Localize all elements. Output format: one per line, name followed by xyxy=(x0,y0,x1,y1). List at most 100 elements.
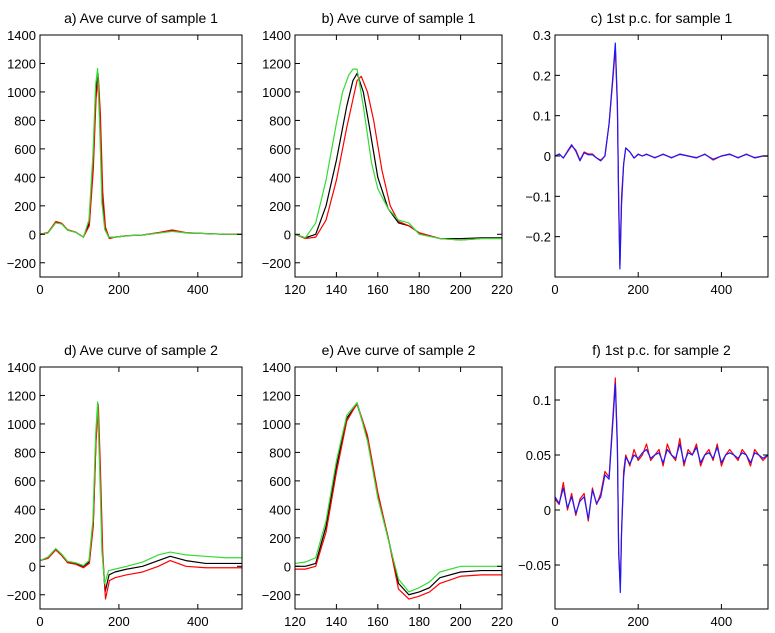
panel-b: 120 140 160 180 200 220 −200 0 200 400 600 800 1000 1… xyxy=(262,10,513,297)
y-tick-label: −200 xyxy=(7,256,36,271)
panel-title: f) 1st p.c. for sample 2 xyxy=(592,342,731,358)
y-tick-label: −200 xyxy=(7,588,36,603)
x-tick-label: 0 xyxy=(551,282,558,297)
x-tick-label: 120 xyxy=(284,614,306,629)
y-tick-label: 0.3 xyxy=(533,28,551,43)
y-tick-label: 1000 xyxy=(7,85,36,100)
y-tick-label: 800 xyxy=(269,445,291,460)
y-tick-label: 800 xyxy=(14,445,36,460)
y-tick-label: 1000 xyxy=(262,85,291,100)
y-tick-label: −0.1 xyxy=(525,189,551,204)
y-tick-label: 1400 xyxy=(262,360,291,375)
y-tick-label: 0 xyxy=(29,559,36,574)
axes-box xyxy=(554,366,769,610)
panel-e: 120 140 160 180 200 220 −200 0 200 400 600 800 1000 1… xyxy=(262,342,513,629)
x-tick-label: 200 xyxy=(450,614,472,629)
x-tick-label: 220 xyxy=(491,282,513,297)
x-tick-label: 400 xyxy=(711,282,733,297)
axes-box xyxy=(39,366,243,610)
y-tick-label: 400 xyxy=(269,502,291,517)
y-tick-label: 1200 xyxy=(7,388,36,403)
y-tick-label: 0.1 xyxy=(533,393,551,408)
series-line-red xyxy=(295,75,502,241)
y-tick-label: 1400 xyxy=(7,28,36,43)
y-tick-label: −200 xyxy=(262,588,291,603)
y-tick-label: 600 xyxy=(14,474,36,489)
x-tick-label: 140 xyxy=(326,282,348,297)
series-line-blue xyxy=(555,382,768,594)
panel-title: e) Ave curve of sample 2 xyxy=(322,342,476,358)
x-tick-label: 0 xyxy=(36,614,43,629)
panel-title: a) Ave curve of sample 1 xyxy=(64,10,218,26)
panel-title: b) Ave curve of sample 1 xyxy=(322,10,476,26)
y-tick-label: 0.1 xyxy=(533,109,551,124)
axes-box xyxy=(294,34,503,278)
y-tick-label: −0.05 xyxy=(518,558,551,573)
series-line-black xyxy=(295,72,502,240)
series-line-black xyxy=(40,72,242,239)
axes-box xyxy=(294,366,503,610)
series-line-red xyxy=(555,46,768,266)
series-line-red xyxy=(295,402,502,600)
series-line-green xyxy=(40,401,242,584)
series-line-green xyxy=(295,401,502,593)
x-tick-label: 180 xyxy=(408,614,430,629)
y-tick-label: 400 xyxy=(269,170,291,185)
x-tick-label: 200 xyxy=(108,614,130,629)
x-tick-label: 200 xyxy=(627,282,649,297)
y-tick-label: 0 xyxy=(544,149,551,164)
y-tick-label: 0 xyxy=(29,227,36,242)
y-tick-label: 600 xyxy=(14,142,36,157)
y-tick-label: 800 xyxy=(14,113,36,128)
y-tick-label: 0.05 xyxy=(526,448,551,463)
panel-title: c) 1st p.c. for sample 1 xyxy=(591,10,733,26)
series-line-red xyxy=(555,377,768,588)
x-tick-label: 160 xyxy=(367,614,389,629)
y-tick-label: 400 xyxy=(14,502,36,517)
y-tick-label: 600 xyxy=(269,142,291,157)
panel-c: 0 200 400 −0.2 −0.1 0 0.1 0.2 0.3 c) 1st p.c. for… xyxy=(525,10,769,297)
y-tick-label: 400 xyxy=(14,170,36,185)
x-tick-label: 180 xyxy=(408,282,430,297)
y-tick-label: −200 xyxy=(262,256,291,271)
series-line-red xyxy=(40,406,242,600)
panel-title: d) Ave curve of sample 2 xyxy=(64,342,218,358)
x-tick-label: 160 xyxy=(367,282,389,297)
y-tick-label: 1200 xyxy=(262,56,291,71)
series-line-blue xyxy=(555,42,768,270)
x-tick-label: 400 xyxy=(711,614,733,629)
y-tick-label: 800 xyxy=(269,113,291,128)
x-tick-label: 400 xyxy=(187,282,209,297)
y-tick-label: 200 xyxy=(14,199,36,214)
axes-box xyxy=(39,34,243,278)
series-line-green xyxy=(295,68,502,241)
y-tick-label: 1200 xyxy=(7,56,36,71)
y-tick-label: 0 xyxy=(284,559,291,574)
y-tick-label: 200 xyxy=(269,199,291,214)
y-tick-label: −0.2 xyxy=(525,230,551,245)
x-tick-label: 200 xyxy=(108,282,130,297)
panel-f: 0 200 400 −0.05 0 0.05 0.1 f) 1st p.c. for samp… xyxy=(518,342,769,629)
x-tick-label: 0 xyxy=(551,614,558,629)
x-tick-label: 140 xyxy=(326,614,348,629)
series-line-red xyxy=(40,77,242,240)
x-tick-label: 400 xyxy=(187,614,209,629)
axes-box xyxy=(554,34,769,278)
y-tick-label: 1400 xyxy=(7,360,36,375)
x-tick-label: 0 xyxy=(36,282,43,297)
y-tick-label: 0 xyxy=(284,227,291,242)
y-tick-label: 200 xyxy=(269,531,291,546)
x-tick-label: 200 xyxy=(450,282,472,297)
y-tick-label: 0 xyxy=(544,503,551,518)
x-tick-label: 220 xyxy=(491,614,513,629)
x-tick-label: 120 xyxy=(284,282,306,297)
y-tick-label: 1200 xyxy=(262,388,291,403)
y-tick-label: 200 xyxy=(14,531,36,546)
series-line-green xyxy=(40,67,242,238)
y-tick-label: 1400 xyxy=(262,28,291,43)
y-tick-label: 600 xyxy=(269,474,291,489)
y-tick-label: 1000 xyxy=(262,417,291,432)
